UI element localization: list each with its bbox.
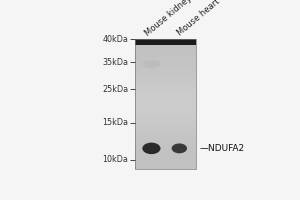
Bar bbox=[135, 115, 196, 117]
Text: 35kDa: 35kDa bbox=[102, 58, 128, 67]
Bar bbox=[135, 44, 196, 46]
Bar bbox=[135, 164, 196, 167]
Ellipse shape bbox=[142, 143, 160, 154]
Bar bbox=[135, 78, 196, 80]
Bar bbox=[135, 154, 196, 156]
Bar bbox=[135, 46, 196, 48]
Bar bbox=[135, 93, 196, 95]
Text: 10kDa: 10kDa bbox=[102, 155, 128, 164]
Text: —NDUFA2: —NDUFA2 bbox=[199, 144, 244, 153]
Bar bbox=[135, 87, 196, 89]
Bar bbox=[135, 65, 196, 67]
Text: 25kDa: 25kDa bbox=[102, 85, 128, 94]
Bar bbox=[135, 98, 196, 100]
Text: 40kDa: 40kDa bbox=[102, 35, 128, 44]
Text: Mouse kidney: Mouse kidney bbox=[143, 0, 194, 38]
Bar bbox=[135, 76, 196, 78]
Bar bbox=[135, 130, 196, 132]
Bar bbox=[135, 50, 196, 52]
Bar bbox=[135, 145, 196, 147]
Bar bbox=[135, 42, 196, 44]
Bar bbox=[135, 70, 196, 72]
Bar bbox=[135, 85, 196, 87]
Bar bbox=[135, 147, 196, 149]
Ellipse shape bbox=[172, 143, 187, 153]
Bar bbox=[135, 67, 196, 70]
Bar bbox=[135, 59, 196, 61]
Bar bbox=[135, 126, 196, 128]
Bar bbox=[135, 152, 196, 154]
Bar bbox=[135, 121, 196, 123]
Bar bbox=[135, 167, 196, 169]
Bar bbox=[135, 72, 196, 74]
Bar bbox=[135, 111, 196, 113]
Bar bbox=[135, 48, 196, 50]
Bar bbox=[135, 39, 196, 169]
Bar bbox=[135, 91, 196, 93]
Bar bbox=[135, 39, 196, 45]
Bar bbox=[135, 83, 196, 85]
Bar bbox=[135, 158, 196, 160]
Bar bbox=[135, 132, 196, 134]
Bar bbox=[135, 160, 196, 162]
Bar bbox=[135, 128, 196, 130]
Bar bbox=[135, 52, 196, 54]
Bar bbox=[135, 113, 196, 115]
Bar bbox=[135, 74, 196, 76]
Bar bbox=[135, 149, 196, 152]
Bar bbox=[135, 141, 196, 143]
Text: 15kDa: 15kDa bbox=[102, 118, 128, 127]
Bar bbox=[135, 104, 196, 106]
Bar bbox=[135, 95, 196, 98]
Bar bbox=[135, 102, 196, 104]
Bar bbox=[135, 156, 196, 158]
Bar bbox=[135, 54, 196, 57]
Bar bbox=[135, 57, 196, 59]
Bar bbox=[135, 108, 196, 111]
Bar bbox=[135, 39, 196, 42]
Bar bbox=[135, 139, 196, 141]
Bar bbox=[135, 143, 196, 145]
Bar bbox=[135, 134, 196, 136]
Bar bbox=[135, 80, 196, 83]
Bar bbox=[135, 123, 196, 126]
Bar bbox=[135, 61, 196, 63]
Bar bbox=[135, 117, 196, 119]
Bar bbox=[135, 100, 196, 102]
Text: Mouse heart: Mouse heart bbox=[176, 0, 222, 38]
Bar bbox=[135, 119, 196, 121]
Ellipse shape bbox=[142, 60, 160, 68]
Bar bbox=[135, 106, 196, 108]
Bar bbox=[135, 89, 196, 91]
Bar bbox=[135, 136, 196, 139]
Bar bbox=[135, 162, 196, 164]
Bar bbox=[135, 63, 196, 65]
